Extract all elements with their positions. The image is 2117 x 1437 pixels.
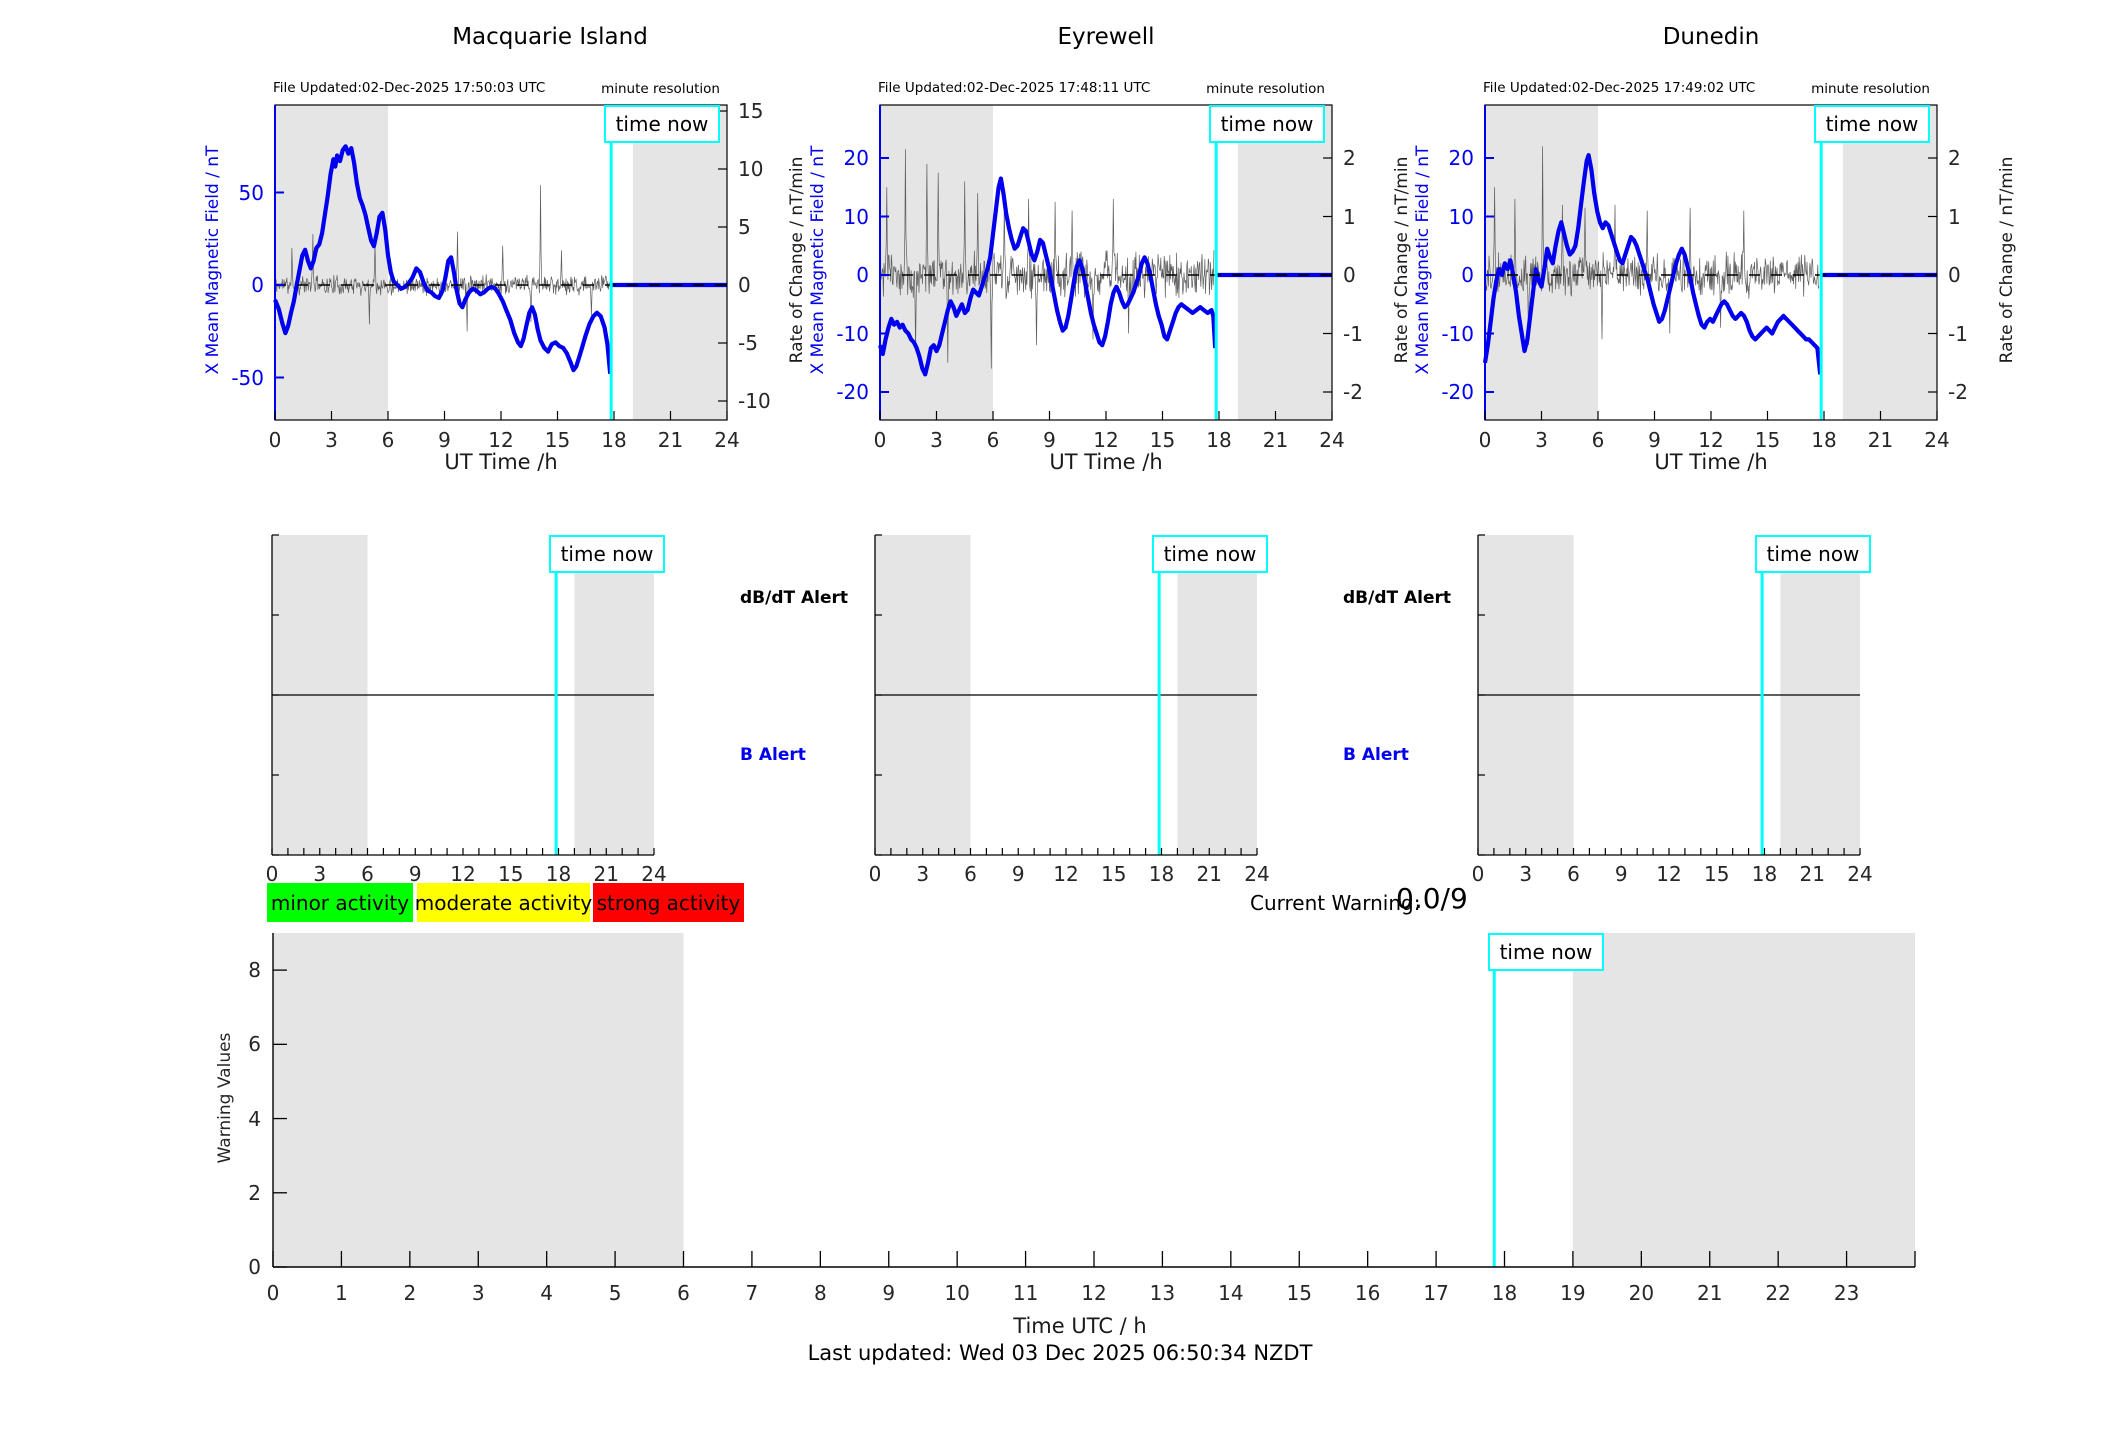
resolution-note: minute resolution — [601, 81, 720, 97]
b-alert-label: B Alert — [740, 745, 806, 765]
last-updated-footer: Last updated: Wed 03 Dec 2025 06:50:34 N… — [807, 1341, 1313, 1365]
current-warning-label: Current Warning: — [1250, 891, 1421, 915]
y-axis-label-left: X Mean Magnetic Field / nT — [1413, 145, 1433, 375]
x-axis-label: Time UTC / h — [1013, 1314, 1147, 1338]
time-now-flag: time now — [604, 105, 720, 143]
y-axis-label-right: Rate of Change / nT/min — [1392, 156, 1412, 364]
file-updated-timestamp: File Updated:02-Dec-2025 17:49:02 UTC — [1483, 80, 1756, 96]
legend-moderate-activity: moderate activity — [415, 883, 592, 922]
station-title: Macquarie Island — [452, 24, 648, 50]
time-now-flag: time now — [1814, 105, 1930, 143]
time-now-flag: time now — [1209, 105, 1325, 143]
file-updated-timestamp: File Updated:02-Dec-2025 17:50:03 UTC — [273, 80, 546, 96]
y-axis-label-right: Rate of Change / nT/min — [787, 156, 807, 364]
current-warning-value: 0.0/9 — [1396, 882, 1468, 915]
time-now-flag: time now — [1152, 535, 1268, 573]
b-alert-label: B Alert — [1343, 745, 1409, 765]
x-axis-label: UT Time /h — [444, 450, 558, 474]
db-dt-alert-label: dB/dT Alert — [1343, 588, 1452, 608]
x-axis-label: UT Time /h — [1654, 450, 1768, 474]
station-title: Eyrewell — [1057, 24, 1155, 50]
legend-strong-activity: strong activity — [593, 883, 744, 922]
station-title: Dunedin — [1662, 24, 1760, 50]
x-axis-label: UT Time /h — [1049, 450, 1163, 474]
time-now-flag: time now — [549, 535, 665, 573]
db-dt-alert-label: dB/dT Alert — [740, 588, 849, 608]
y-axis-label-left: X Mean Magnetic Field / nT — [808, 145, 828, 375]
y-axis-label-left: X Mean Magnetic Field / nT — [203, 145, 223, 375]
file-updated-timestamp: File Updated:02-Dec-2025 17:48:11 UTC — [878, 80, 1151, 96]
time-now-flag: time now — [1755, 535, 1871, 573]
y-axis-label-right: Rate of Change / nT/min — [1997, 156, 2017, 364]
resolution-note: minute resolution — [1811, 81, 1930, 97]
time-now-flag: time now — [1488, 933, 1604, 971]
resolution-note: minute resolution — [1206, 81, 1325, 97]
legend-minor-activity: minor activity — [267, 883, 413, 922]
y-axis-label: Warning Values — [215, 1032, 235, 1164]
